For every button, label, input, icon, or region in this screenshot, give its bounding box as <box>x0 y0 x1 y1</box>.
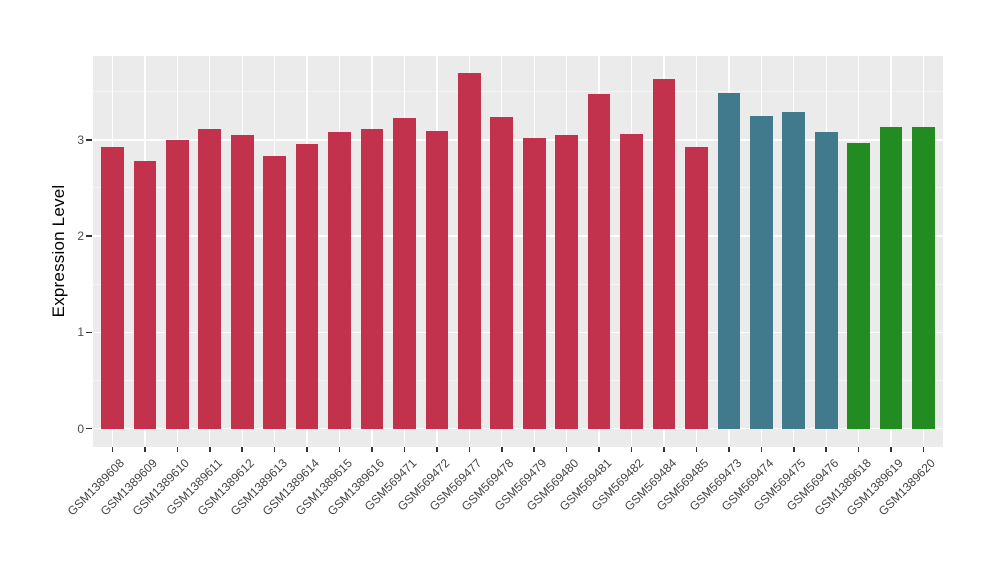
bar <box>847 142 870 429</box>
bar <box>295 143 319 429</box>
x-tick-mark <box>922 447 925 452</box>
bar <box>101 147 124 429</box>
bar <box>685 146 708 429</box>
gridline-minor <box>93 380 943 382</box>
x-tick-mark <box>760 447 763 452</box>
bar <box>879 127 903 429</box>
bar <box>814 132 838 429</box>
bar <box>555 134 578 429</box>
bar <box>360 129 384 429</box>
y-tick-label: 1 <box>77 325 84 340</box>
bar <box>749 115 773 429</box>
x-tick-mark <box>241 447 243 452</box>
x-tick-mark <box>436 447 438 452</box>
bar <box>620 134 643 429</box>
bar <box>198 129 222 429</box>
x-tick-mark <box>501 447 503 452</box>
bar <box>912 127 935 429</box>
x-tick-mark <box>825 447 827 452</box>
bar <box>717 92 741 429</box>
gridline-minor <box>93 187 943 189</box>
bar <box>425 131 449 429</box>
x-tick-mark <box>468 447 471 452</box>
x-tick-mark <box>793 447 795 452</box>
gridline-minor <box>93 91 943 93</box>
x-tick-mark <box>403 447 406 452</box>
bar <box>652 79 676 429</box>
y-tick-mark <box>86 427 92 430</box>
x-tick-mark <box>598 447 600 452</box>
x-tick-mark <box>695 447 698 452</box>
bar <box>263 156 287 429</box>
bar <box>587 93 611 429</box>
x-tick-mark <box>630 447 633 452</box>
x-tick-mark <box>890 447 892 452</box>
bar <box>328 132 351 429</box>
bar <box>490 116 514 429</box>
x-tick-mark <box>209 447 211 452</box>
x-tick-mark <box>857 447 860 452</box>
bar <box>522 137 546 429</box>
y-tick-label: 2 <box>77 229 84 244</box>
bar <box>133 160 157 429</box>
gridline-minor <box>93 283 943 285</box>
x-tick-mark <box>176 447 179 452</box>
x-tick-mark <box>728 447 730 452</box>
x-tick-mark <box>338 447 341 452</box>
bar <box>393 117 416 429</box>
bar <box>457 73 481 429</box>
x-tick-mark <box>663 447 665 452</box>
plot-panel <box>93 56 943 447</box>
y-axis-title: Expression Level <box>49 184 68 318</box>
x-tick-mark <box>371 447 373 452</box>
gridline-major <box>93 331 943 334</box>
x-tick-mark <box>533 447 535 452</box>
bar <box>165 139 189 429</box>
y-tick-mark <box>86 139 92 141</box>
y-tick-label: 0 <box>77 421 84 436</box>
x-tick-mark <box>111 447 114 452</box>
y-tick-mark <box>86 331 92 334</box>
bar <box>782 111 806 429</box>
gridline-major <box>93 235 943 237</box>
x-tick-mark <box>565 447 568 452</box>
y-tick-mark <box>86 235 92 237</box>
gridline-major <box>93 427 943 430</box>
y-tick-label: 3 <box>77 132 84 147</box>
x-tick-mark <box>144 447 146 452</box>
x-tick-mark <box>273 447 276 452</box>
gridline-major <box>93 139 943 141</box>
bar <box>230 134 254 429</box>
x-tick-mark <box>306 447 308 452</box>
